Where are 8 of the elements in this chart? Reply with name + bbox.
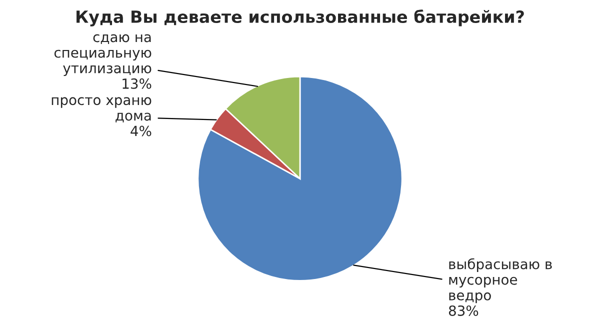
- data-label: 4%: [130, 126, 152, 136]
- chart-title: Куда Вы деваете использованные батарейки?: [76, 10, 524, 26]
- data-label: 13%: [122, 78, 152, 89]
- slice-label: выбрасываю в мусорное ведро: [449, 258, 552, 304]
- slice-label: просто храню дома: [52, 97, 152, 122]
- data-label: 83%: [448, 305, 478, 316]
- slice-label: сдаю на специальную утилизацию: [54, 34, 152, 76]
- pie-slice: [197, 76, 403, 282]
